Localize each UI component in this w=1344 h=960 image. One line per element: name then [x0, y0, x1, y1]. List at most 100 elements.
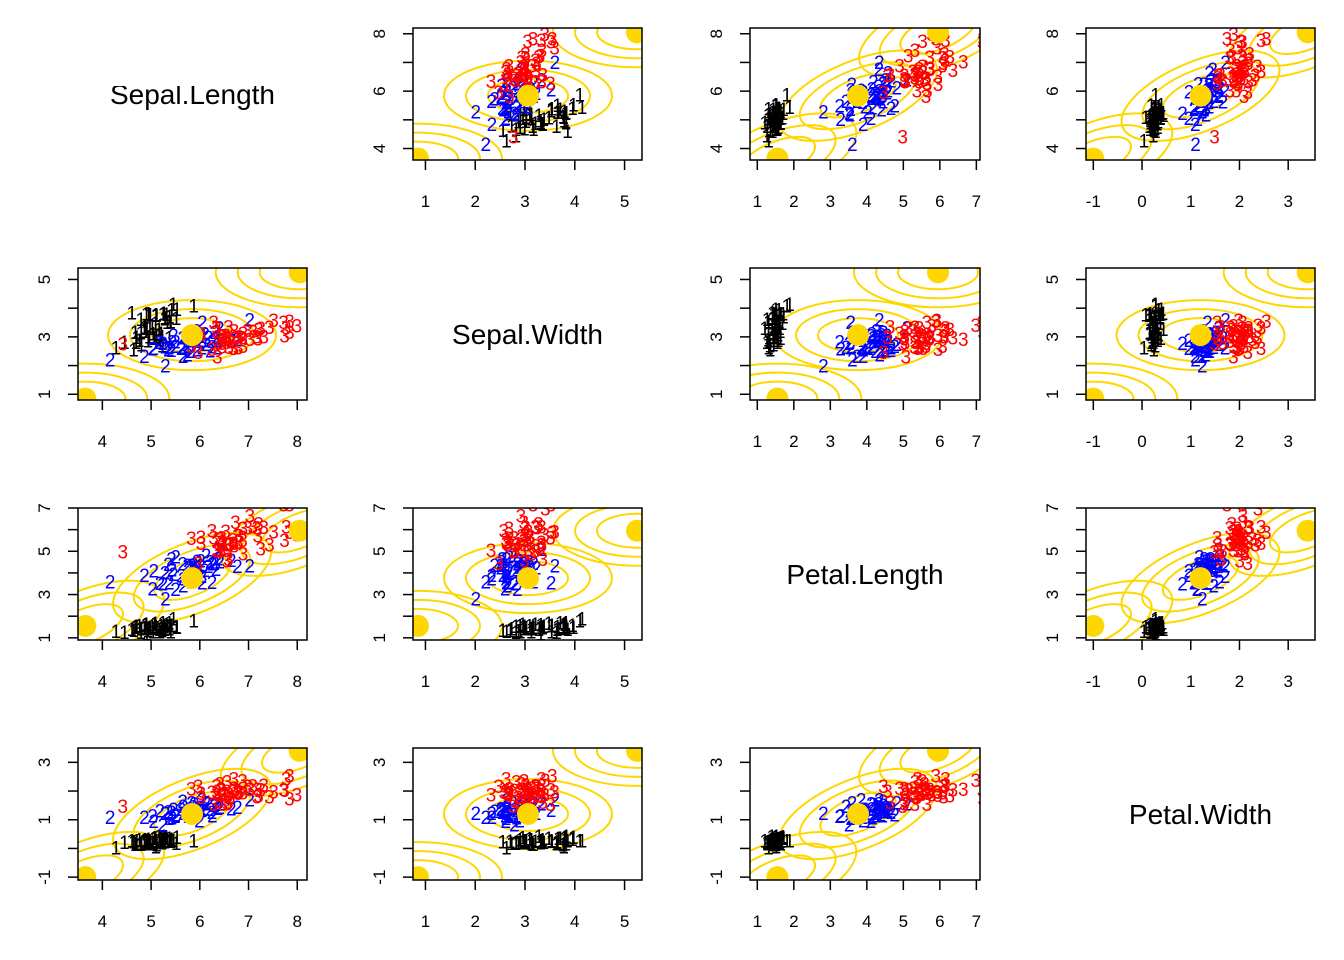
point-class-2: 2: [163, 803, 174, 824]
point-class-3: 3: [533, 515, 544, 536]
point-class-1: 1: [774, 833, 785, 854]
point-class-1: 1: [537, 115, 548, 136]
point-class-3: 3: [245, 330, 256, 351]
point-class-3: 3: [503, 785, 514, 806]
point-class-1: 1: [526, 620, 537, 641]
point-class-2: 2: [1199, 550, 1210, 571]
point-class-1: 1: [546, 831, 557, 852]
point-class-3: 3: [221, 782, 232, 803]
point-class-1: 1: [775, 828, 786, 849]
point-class-2: 2: [160, 563, 171, 584]
point-class-2: 2: [199, 561, 210, 582]
y-tick-label: 5: [1043, 547, 1062, 556]
component-contour: [750, 124, 837, 160]
point-class-2: 2: [197, 338, 208, 359]
point-class-2: 2: [1214, 573, 1225, 594]
point-class-3: 3: [525, 534, 536, 555]
point-class-1: 1: [1147, 327, 1158, 348]
point-class-3: 3: [899, 795, 910, 816]
point-class-1: 1: [768, 829, 779, 850]
point-class-3: 3: [1240, 322, 1251, 343]
point-class-3: 3: [520, 527, 531, 548]
point-class-3: 3: [528, 789, 539, 810]
point-class-3: 3: [527, 57, 538, 78]
point-class-1: 1: [772, 317, 783, 338]
point-class-3: 3: [533, 787, 544, 808]
point-class-2: 2: [835, 110, 846, 131]
point-class-1: 1: [774, 114, 785, 135]
point-class-1: 1: [1158, 304, 1169, 325]
point-class-2: 2: [496, 553, 507, 574]
point-class-3: 3: [1217, 334, 1228, 355]
point-class-3: 3: [1235, 339, 1246, 360]
point-class-2: 2: [511, 561, 522, 582]
point-class-3: 3: [917, 781, 928, 802]
point-class-1: 1: [772, 120, 783, 141]
point-class-1: 1: [774, 312, 785, 333]
point-class-1: 1: [1149, 100, 1160, 121]
component-center: [1296, 268, 1315, 284]
point-class-3: 3: [924, 48, 935, 69]
point-class-1: 1: [506, 117, 517, 138]
point-class-1: 1: [1152, 118, 1163, 139]
point-class-1: 1: [763, 832, 774, 853]
y-tick-label: 5: [707, 275, 726, 284]
point-class-3: 3: [931, 311, 942, 332]
point-class-3: 3: [938, 321, 949, 342]
point-class-1: 1: [127, 303, 138, 324]
point-class-2: 2: [1184, 82, 1195, 103]
component-contour: [78, 591, 145, 640]
point-class-3: 3: [1228, 326, 1239, 347]
point-class-1: 1: [761, 333, 772, 354]
component-center: [181, 803, 204, 825]
point-class-1: 1: [551, 117, 562, 138]
point-class-1: 1: [1145, 323, 1156, 344]
point-class-3: 3: [1230, 536, 1241, 557]
point-class-2: 2: [1207, 553, 1218, 574]
point-class-3: 3: [516, 527, 527, 548]
point-class-3: 3: [522, 531, 533, 552]
component-contour: [1086, 371, 1157, 400]
point-class-1: 1: [561, 618, 572, 639]
point-class-3: 3: [523, 67, 534, 88]
point-class-1: 1: [1157, 304, 1168, 325]
point-class-1: 1: [1150, 122, 1161, 143]
point-class-1: 1: [770, 306, 781, 327]
point-class-1: 1: [765, 121, 776, 142]
point-class-3: 3: [939, 45, 950, 66]
point-class-1: 1: [144, 833, 155, 854]
point-class-2: 2: [512, 75, 523, 96]
component-contour: [1086, 603, 1132, 640]
point-class-1: 1: [772, 119, 783, 140]
point-class-2: 2: [1207, 556, 1218, 577]
point-class-1: 1: [1145, 304, 1156, 325]
point-class-1: 1: [558, 108, 569, 129]
point-class-1: 1: [764, 104, 775, 125]
point-class-1: 1: [1148, 121, 1159, 142]
point-class-2: 2: [881, 798, 892, 819]
point-class-3: 3: [1237, 313, 1248, 334]
point-class-1: 1: [768, 105, 779, 126]
point-class-3: 3: [504, 529, 515, 550]
point-class-1: 1: [762, 310, 773, 331]
point-class-2: 2: [496, 76, 507, 97]
point-class-1: 1: [769, 835, 780, 856]
point-class-3: 3: [1228, 69, 1239, 90]
point-class-3: 3: [508, 543, 519, 564]
point-class-3: 3: [284, 766, 295, 787]
point-class-2: 2: [512, 807, 523, 828]
point-class-3: 3: [1212, 528, 1223, 549]
point-class-3: 3: [1243, 54, 1254, 75]
point-class-1: 1: [161, 829, 172, 850]
y-tick-label: 5: [370, 547, 389, 556]
point-class-1: 1: [157, 621, 168, 642]
point-class-3: 3: [545, 528, 556, 549]
point-class-3: 3: [910, 787, 921, 808]
point-class-3: 3: [1247, 70, 1258, 91]
point-class-3: 3: [1253, 316, 1264, 337]
point-class-1: 1: [511, 127, 522, 148]
point-class-1: 1: [155, 622, 166, 643]
point-class-1: 1: [521, 833, 532, 854]
